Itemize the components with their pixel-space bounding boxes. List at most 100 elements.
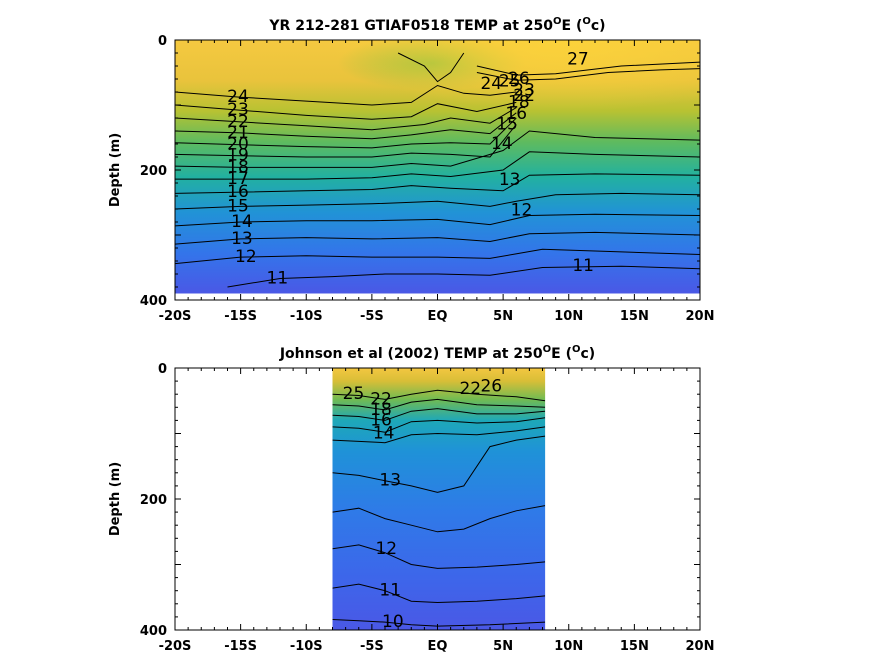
contour-label: 25: [343, 384, 365, 404]
chart-title-unit-degree: O: [582, 16, 591, 27]
x-tick-label: 20N: [686, 639, 715, 654]
contour-label: 11: [572, 256, 594, 276]
contour-label: 17: [227, 169, 249, 189]
contour-line: [175, 101, 517, 120]
contour-label: 24: [480, 74, 502, 94]
contour-label: 23: [227, 100, 249, 120]
x-tick-label: -5S: [360, 639, 384, 654]
contour-label: 15: [496, 115, 518, 135]
contour-line: [175, 231, 700, 245]
contour-line: [175, 112, 517, 140]
contour-label: 16: [227, 182, 249, 202]
contour-line: [332, 417, 546, 433]
x-tick-label: 5N: [493, 309, 513, 324]
contour-label: 22: [459, 379, 481, 399]
chart-title-main: YR 212-281 GTIAF0518 TEMP at 250: [268, 18, 553, 34]
contour-label: 18: [227, 157, 249, 177]
contour-label: 14: [491, 134, 513, 154]
chart-title-unit-close: c): [591, 18, 606, 34]
contour-label: 13: [231, 229, 253, 249]
contour-line: [476, 61, 700, 76]
x-tick-label: -15S: [224, 309, 257, 324]
x-tick-label: 15N: [620, 639, 649, 654]
y-tick-label: 400: [140, 294, 167, 309]
contour-label: 16: [505, 104, 527, 124]
x-tick-label: 20N: [686, 309, 715, 324]
temperature-field-shade-1: [175, 40, 700, 193]
chart-title-degree: O: [553, 16, 562, 27]
contour-line: [175, 213, 700, 227]
contour-label: 21: [227, 123, 249, 143]
y-tick-label: 400: [140, 624, 167, 639]
contour-line: [227, 265, 700, 288]
contour-label: 12: [235, 247, 257, 267]
chart-title-degree: O: [543, 344, 552, 355]
contour-label: 18: [370, 400, 392, 420]
contour-label: 26: [480, 376, 502, 396]
contour-line: [175, 248, 700, 265]
x-tick-label: -15S: [224, 639, 257, 654]
contour-line: [175, 117, 517, 149]
y-axis-label: Depth (m): [108, 133, 123, 207]
x-tick-label: 15N: [620, 309, 649, 324]
x-tick-label: -10S: [290, 309, 323, 324]
x-tick-label: EQ: [428, 639, 448, 654]
contour-label: 22: [370, 389, 392, 409]
x-tick-label: EQ: [428, 309, 448, 324]
x-tick-label: 10N: [554, 309, 583, 324]
contour-line: [332, 435, 546, 493]
contour-line: [332, 408, 546, 421]
x-tick-label: 5N: [493, 639, 513, 654]
contour-label: 22: [513, 86, 535, 106]
contour-label: 11: [379, 581, 401, 601]
chart-title-unit-open: E (: [551, 346, 572, 362]
chart-title-unit-open: E (: [562, 18, 583, 34]
contour-line: [175, 192, 700, 210]
contour-line: [397, 52, 465, 83]
contour-label: 13: [379, 471, 401, 491]
chart-title-unit-degree: O: [572, 344, 581, 355]
chart-title: YR 212-281 GTIAF0518 TEMP at 250OE (Oc): [268, 16, 605, 34]
contour-label: 20: [227, 135, 249, 155]
y-tick-label: 0: [158, 362, 167, 377]
y-axis-label: Depth (m): [108, 462, 123, 536]
contour-label: 12: [375, 539, 397, 559]
y-tick-label: 0: [158, 34, 167, 49]
contour-line: [332, 544, 546, 569]
contour-line: [332, 389, 546, 402]
contour-line: [175, 130, 700, 168]
y-tick-label: 200: [140, 164, 167, 179]
contour-label: 24: [227, 87, 249, 107]
contour-label: 14: [231, 212, 253, 232]
contour-line: [175, 84, 517, 106]
chart-title-unit-close: c): [580, 346, 595, 362]
x-tick-label: 10N: [554, 639, 583, 654]
contour-line: [332, 583, 546, 604]
x-tick-label: -20S: [159, 309, 192, 324]
contour-line: [332, 619, 546, 627]
contour-label: 22: [227, 112, 249, 132]
contour-label: 25: [499, 72, 521, 92]
chart-title: Johnson et al (2002) TEMP at 250OE (Oc): [279, 344, 595, 362]
x-tick-label: -10S: [290, 639, 323, 654]
contour-label: 27: [567, 50, 589, 70]
contour-label: 15: [227, 196, 249, 216]
contour-label: 16: [370, 410, 392, 430]
contour-label: 26: [508, 69, 530, 89]
contour-label: 14: [373, 424, 395, 444]
contour-line: [332, 426, 546, 444]
contour-line: [332, 505, 546, 533]
y-tick-label: 200: [140, 493, 167, 508]
x-tick-label: -20S: [159, 639, 192, 654]
contour-label: 19: [227, 146, 249, 166]
contour-line: [175, 173, 700, 194]
contour-line: [175, 107, 517, 131]
contour-label: 12: [511, 200, 533, 220]
contour-label: 23: [513, 81, 535, 101]
contour-line: [175, 151, 700, 180]
x-tick-label: -5S: [360, 309, 384, 324]
contour-label: 13: [499, 170, 521, 190]
